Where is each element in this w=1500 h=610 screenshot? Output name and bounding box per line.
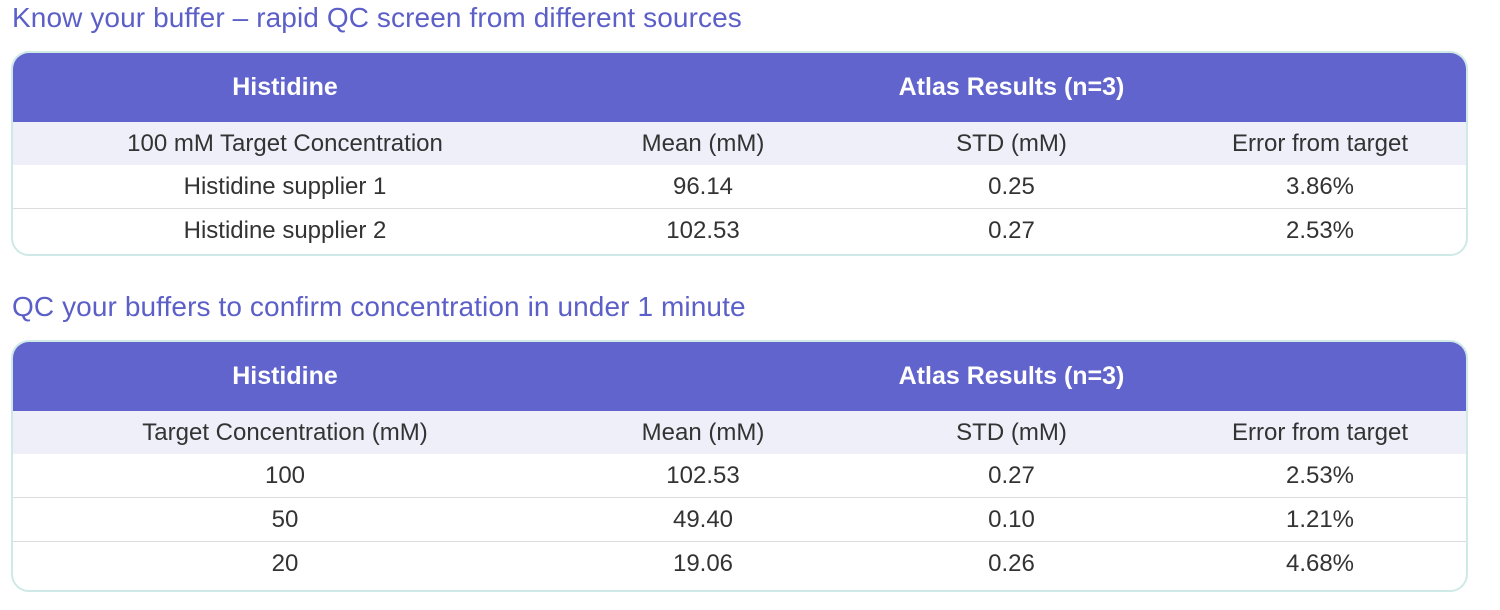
table-cell: 1.21%	[1174, 497, 1466, 542]
table-cell: 102.53	[666, 461, 740, 489]
table-cell: 0.10	[849, 497, 1174, 542]
table-cell: 0.26	[849, 541, 1174, 585]
table-cell: 49.40	[557, 497, 849, 542]
table-header-row: Histidine Atlas Results (n=3)	[13, 342, 1466, 411]
column-header: STD (mM)	[849, 122, 1174, 165]
table-cell: 0.25	[988, 172, 1035, 200]
supplier-results-table-card: Histidine Atlas Results (n=3) 100 mM Tar…	[11, 51, 1468, 256]
section-title-confirm-concentration: QC your buffers to confirm concentration…	[12, 291, 746, 322]
table-cell: Histidine supplier 1	[183, 172, 387, 200]
table-cell: 2.53%	[1174, 208, 1466, 252]
table-cell: 50	[13, 497, 557, 542]
table-cell: 19.06	[557, 541, 849, 585]
column-header: Target Concentration (mM)	[13, 411, 557, 454]
table-cell: 20	[13, 541, 557, 585]
table-cell: 2.53%	[1285, 461, 1355, 489]
concentration-results-table: Histidine Atlas Results (n=3) Target Con…	[13, 342, 1466, 585]
column-header: Error from target	[1174, 411, 1466, 454]
section-title-buffer-sources: Know your buffer – rapid QC screen from …	[12, 2, 742, 33]
table-row: 20 19.06 0.26 4.68%	[13, 541, 1466, 585]
table-cell: Histidine supplier 2	[13, 208, 557, 252]
table-cell: 100	[264, 461, 306, 489]
table-column-header-row: Target Concentration (mM) Mean (mM) STD …	[13, 411, 1466, 454]
table-row: 50 49.40 0.10 1.21%	[13, 497, 1466, 542]
header-atlas-results: Atlas Results (n=3)	[557, 53, 1466, 122]
table-cell: 102.53	[557, 208, 849, 252]
table-cell: 0.27	[988, 461, 1035, 489]
column-header: STD (mM)	[849, 411, 1174, 454]
table-cell: 96.14	[672, 172, 734, 200]
table-row: 100 102.53 0.27 2.53%	[13, 454, 1466, 498]
header-histidine: Histidine	[13, 342, 557, 411]
column-header: 100 mM Target Concentration	[13, 122, 557, 165]
header-atlas-results: Atlas Results (n=3)	[557, 342, 1466, 411]
column-header: Error from target	[1174, 122, 1466, 165]
header-histidine: Histidine	[13, 53, 557, 122]
table-column-header-row: 100 mM Target Concentration Mean (mM) ST…	[13, 122, 1466, 165]
table-cell: 0.27	[849, 208, 1174, 252]
table-cell: 4.68%	[1174, 541, 1466, 585]
supplier-results-table: Histidine Atlas Results (n=3) 100 mM Tar…	[13, 53, 1466, 252]
table-row: Histidine supplier 2 102.53 0.27 2.53%	[13, 208, 1466, 252]
table-row: Histidine supplier 1 96.14 0.25 3.86%	[13, 165, 1466, 209]
column-header: Mean (mM)	[557, 122, 849, 165]
table-header-row: Histidine Atlas Results (n=3)	[13, 53, 1466, 122]
table-cell: 3.86%	[1285, 172, 1355, 200]
concentration-results-table-card: Histidine Atlas Results (n=3) Target Con…	[11, 340, 1468, 592]
column-header: Mean (mM)	[557, 411, 849, 454]
